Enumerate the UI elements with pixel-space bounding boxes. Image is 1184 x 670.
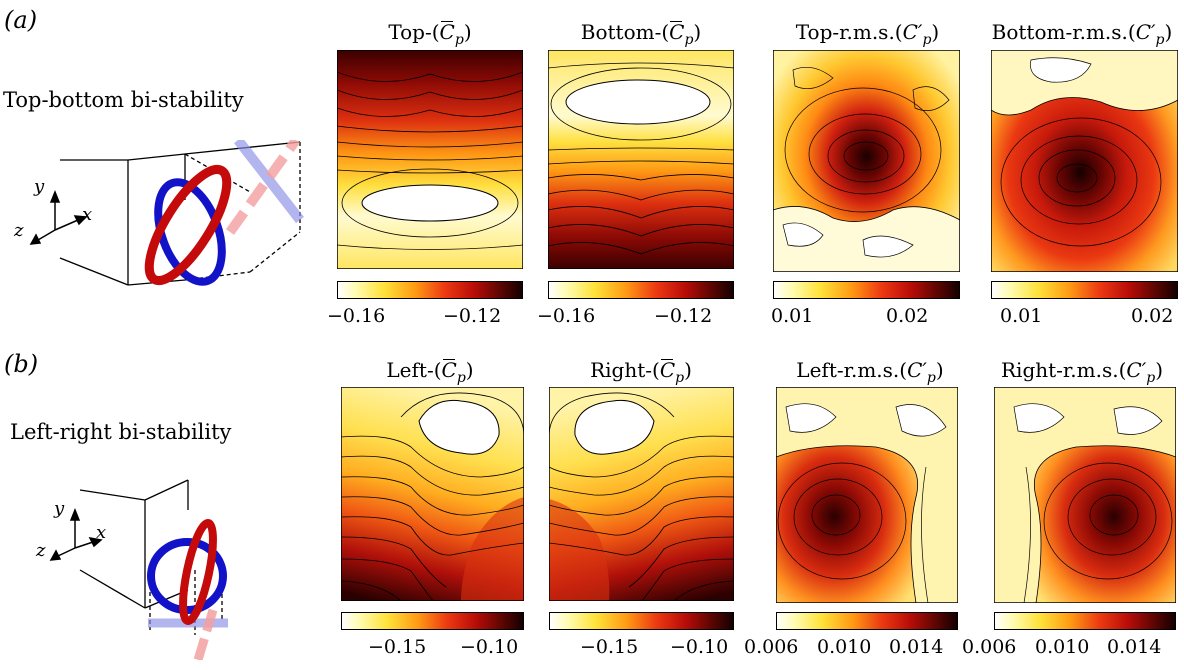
- contour-map-left-rms: [776, 387, 958, 603]
- tick-label: 0.006: [962, 636, 1016, 658]
- colorbar-left-mean: [341, 612, 524, 630]
- map-title-right-rms: Right-r.m.s.(C′p): [980, 358, 1184, 386]
- axis-z-label: z: [13, 220, 24, 241]
- contour-map-bottom-mean: [548, 50, 734, 269]
- contour-map-right-mean: [549, 387, 734, 601]
- axis-y-label: y: [33, 176, 45, 197]
- tick-label: 0.01: [1000, 305, 1042, 327]
- vortex-ring-red: [177, 521, 219, 623]
- tick-label: −0.10: [460, 636, 518, 658]
- map-title-left-mean: Left-(Cp): [337, 358, 523, 386]
- map-title-right-mean: Right-(Cp): [548, 358, 734, 386]
- tick-label: 0.010: [1035, 636, 1089, 658]
- axis-y-label: y: [53, 498, 65, 519]
- vortex-ring-red: [135, 159, 240, 291]
- tick-label: 0.02: [886, 305, 928, 327]
- tick-label: −0.12: [654, 305, 712, 327]
- contour-map-right-rms: [994, 387, 1176, 603]
- tick-label: −0.16: [537, 305, 595, 327]
- row-a-schematic: y x z: [0, 140, 320, 320]
- contour-map-top-rms: [773, 50, 960, 272]
- tick-label: −0.12: [443, 305, 501, 327]
- axis-x-label: x: [96, 522, 106, 543]
- colorbar-right-mean: [549, 612, 734, 630]
- colorbar-top-rms: [773, 281, 960, 299]
- tick-label: 0.010: [817, 636, 871, 658]
- tick-label: −0.10: [670, 636, 728, 658]
- axis-x-label: x: [82, 204, 92, 225]
- tick-label: 0.02: [1131, 305, 1173, 327]
- map-title-top-rms: Top-r.m.s.(C′p): [750, 20, 985, 48]
- panel-label-a: (a): [4, 6, 37, 34]
- colorbar-left-rms: [776, 612, 958, 630]
- contour-map-left-mean: [341, 387, 524, 601]
- tick-label: 0.01: [771, 305, 813, 327]
- map-title-top-mean: Top-(Cp): [337, 20, 523, 48]
- projected-vortex-blue: [238, 140, 300, 220]
- panel-label-b: (b): [4, 350, 38, 378]
- contour-map-top-mean: [337, 50, 523, 269]
- row-a-title: Top-bottom bi-stability: [3, 88, 244, 112]
- row-b-schematic: y x z: [0, 470, 320, 660]
- tick-label: 0.006: [744, 636, 798, 658]
- map-title-bottom-rms: Bottom-r.m.s.(C′p): [980, 20, 1184, 48]
- contour-map-bottom-rms: [991, 50, 1178, 272]
- map-title-left-rms: Left-r.m.s.(C′p): [760, 358, 980, 386]
- axis-z-label: z: [35, 540, 46, 561]
- row-b-title: Left-right bi-stability: [10, 420, 231, 444]
- tick-label: 0.014: [889, 636, 943, 658]
- tick-label: −0.15: [368, 636, 426, 658]
- axis-triad: [31, 192, 86, 244]
- tick-label: −0.16: [327, 305, 385, 327]
- tick-label: 0.014: [1107, 636, 1161, 658]
- colorbar-right-rms: [994, 612, 1176, 630]
- map-title-bottom-mean: Bottom-(Cp): [548, 20, 734, 48]
- colorbar-bottom-mean: [548, 281, 734, 299]
- projected-vortex-red: [198, 610, 213, 660]
- colorbar-bottom-rms: [991, 281, 1178, 299]
- tick-label: −0.15: [580, 636, 638, 658]
- colorbar-top-mean: [337, 281, 523, 299]
